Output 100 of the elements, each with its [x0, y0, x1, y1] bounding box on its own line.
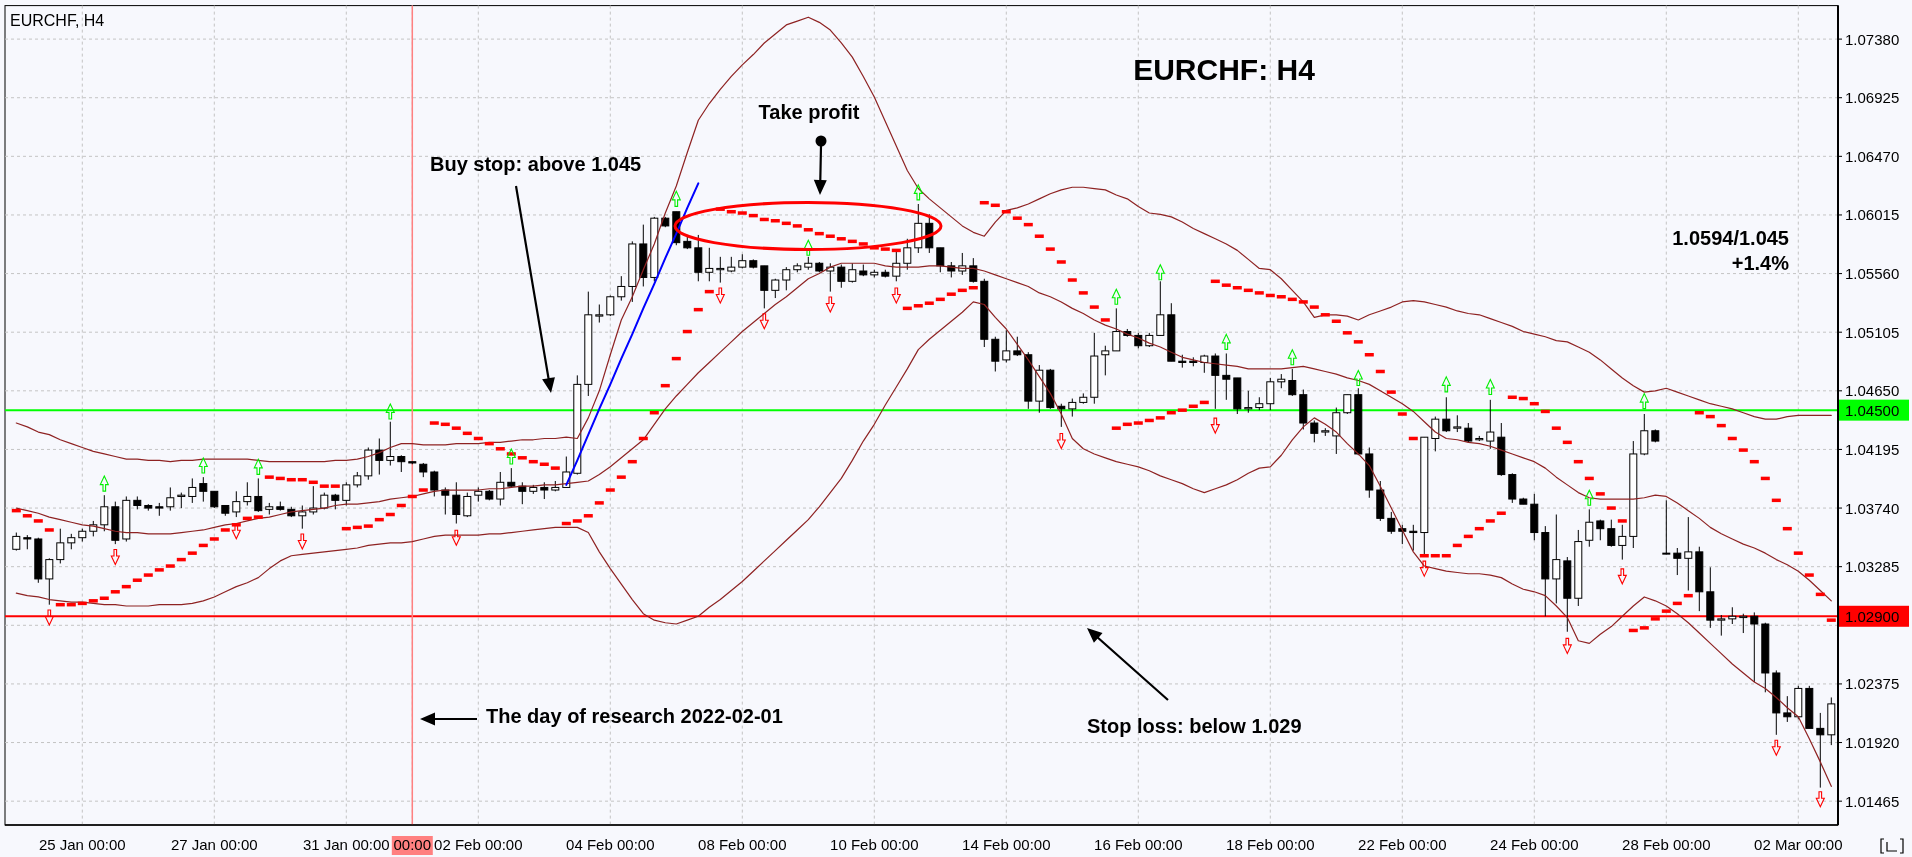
- candlestick: [1343, 394, 1352, 415]
- candlestick: [1310, 419, 1319, 443]
- x-tick-label: 18 Feb 00:00: [1226, 836, 1315, 853]
- text: EURCHF: H4: [1133, 53, 1316, 86]
- candlestick: [12, 532, 21, 552]
- candlestick: [1266, 377, 1275, 411]
- chart-subtitle: EURCHF, H4: [10, 12, 105, 29]
- line-series: [15, 301, 1832, 787]
- candlestick: [375, 437, 384, 476]
- candlestick: [386, 421, 395, 467]
- candlestick: [1288, 368, 1297, 397]
- candlestick: [166, 486, 175, 512]
- x-tick-label: 22 Feb 00:00: [1358, 836, 1447, 853]
- candlestick: [1585, 508, 1594, 548]
- candlestick: [1739, 613, 1748, 634]
- x-tick-label: 04 Feb 00:00: [566, 836, 655, 853]
- candlestick: [991, 336, 1000, 372]
- candlestick: [1783, 695, 1792, 723]
- x-tick-label: 25 Jan 00:00: [38, 836, 126, 853]
- y-tick-label: 1.07380: [1845, 30, 1900, 48]
- annotation: The day of research 2022-02-01: [486, 705, 783, 727]
- candlestick: [1662, 499, 1671, 555]
- y-tick-label: 1.01920: [1845, 734, 1900, 752]
- candlestick: [1684, 516, 1693, 592]
- candlestick: [452, 481, 461, 525]
- x-tick-label: 31 Jan 00:00: [302, 836, 390, 853]
- candlestick: [1013, 336, 1022, 357]
- candlestick: [837, 264, 846, 289]
- candlestick: [1211, 352, 1220, 410]
- candlestick: [1156, 280, 1165, 336]
- annotation: Buy stop: above 1.045: [430, 153, 642, 175]
- x-tick-label: 02 Feb 00:00: [434, 836, 523, 853]
- candlestick: [1717, 614, 1726, 637]
- candlestick: [441, 486, 450, 515]
- candlestick: [936, 247, 945, 273]
- candlestick: [496, 471, 505, 506]
- candlestick: [1431, 416, 1440, 452]
- candlestick: [1002, 329, 1011, 363]
- candlestick: [232, 490, 241, 518]
- candlestick: [342, 481, 351, 506]
- annotation: 1.0594/1.045: [1672, 227, 1789, 249]
- candlestick: [903, 238, 912, 271]
- candlestick: [1552, 514, 1561, 604]
- x-tick-label: 10 Feb 00:00: [830, 836, 919, 853]
- candlestick: [1068, 398, 1077, 418]
- candlestick: [848, 262, 857, 284]
- candlestick: [1816, 712, 1825, 789]
- x-tick-label: 00:00: [393, 836, 432, 853]
- x-tick-label: 24 Feb 00:00: [1490, 836, 1579, 853]
- x-tick-label: 16 Feb 00:00: [1094, 836, 1183, 853]
- candlestick: [56, 528, 65, 564]
- candlestick: [1244, 390, 1253, 414]
- candlestick: [782, 266, 791, 291]
- y-tick-label: 1.05105: [1845, 323, 1900, 341]
- y-tick-label: 1.06015: [1845, 206, 1900, 224]
- candlestick: [705, 247, 714, 282]
- candlestick: [969, 257, 978, 284]
- annotation: Take profit: [758, 101, 860, 123]
- x-tick-label: 14 Feb 00:00: [962, 836, 1051, 853]
- candlestick: [188, 477, 197, 504]
- candlestick: [1607, 519, 1616, 548]
- y-tick-label: 1.05560: [1845, 265, 1900, 283]
- candlestick: [1618, 524, 1627, 561]
- candlestick: [1750, 611, 1759, 683]
- y-tick-label: 1.01465: [1845, 792, 1900, 810]
- candlestick: [199, 476, 208, 503]
- candlestick: [1640, 413, 1649, 456]
- candlestick: [1057, 403, 1066, 428]
- y-tick-label: 1.06470: [1845, 147, 1900, 165]
- candlestick: [1101, 345, 1110, 376]
- candlestick: [254, 477, 263, 513]
- y-tick-label: 1.04195: [1845, 440, 1900, 458]
- candlestick: [298, 504, 307, 530]
- x-tick-label: 08 Feb 00:00: [698, 836, 787, 853]
- candlestick: [45, 557, 54, 606]
- candlestick: [463, 492, 472, 518]
- y-tick-label: 1.04650: [1845, 382, 1900, 400]
- ref-line-label: 1.04500: [1845, 401, 1900, 419]
- candlestick: [243, 481, 252, 506]
- candlestick: [430, 470, 439, 497]
- x-tick-label: 02 Mar 00:00: [1754, 836, 1843, 853]
- x-tick-label: 27 Jan 00:00: [170, 836, 258, 853]
- candlestick: [1387, 511, 1396, 535]
- annotation: +1.4%: [1731, 252, 1790, 274]
- y-tick-label: 1.06925: [1845, 89, 1900, 107]
- ref-line-label: 1.02900: [1845, 607, 1900, 625]
- candlestick: [1222, 352, 1231, 401]
- candlestick: [1112, 307, 1121, 352]
- y-tick-label: 1.03740: [1845, 499, 1900, 517]
- candlestick: [1442, 396, 1451, 433]
- candlestick: [100, 494, 109, 532]
- candlestick: [595, 304, 604, 324]
- candlestick: [1332, 407, 1341, 455]
- candlestick: [716, 256, 725, 284]
- candlestick: [1409, 524, 1418, 552]
- annotation: Stop loss: below 1.029: [1087, 715, 1302, 737]
- candlestick: [1673, 547, 1682, 576]
- candlestick: [1486, 399, 1495, 450]
- y-tick-label: 1.03285: [1845, 558, 1900, 576]
- x-tick-label: 28 Feb 00:00: [1622, 836, 1711, 853]
